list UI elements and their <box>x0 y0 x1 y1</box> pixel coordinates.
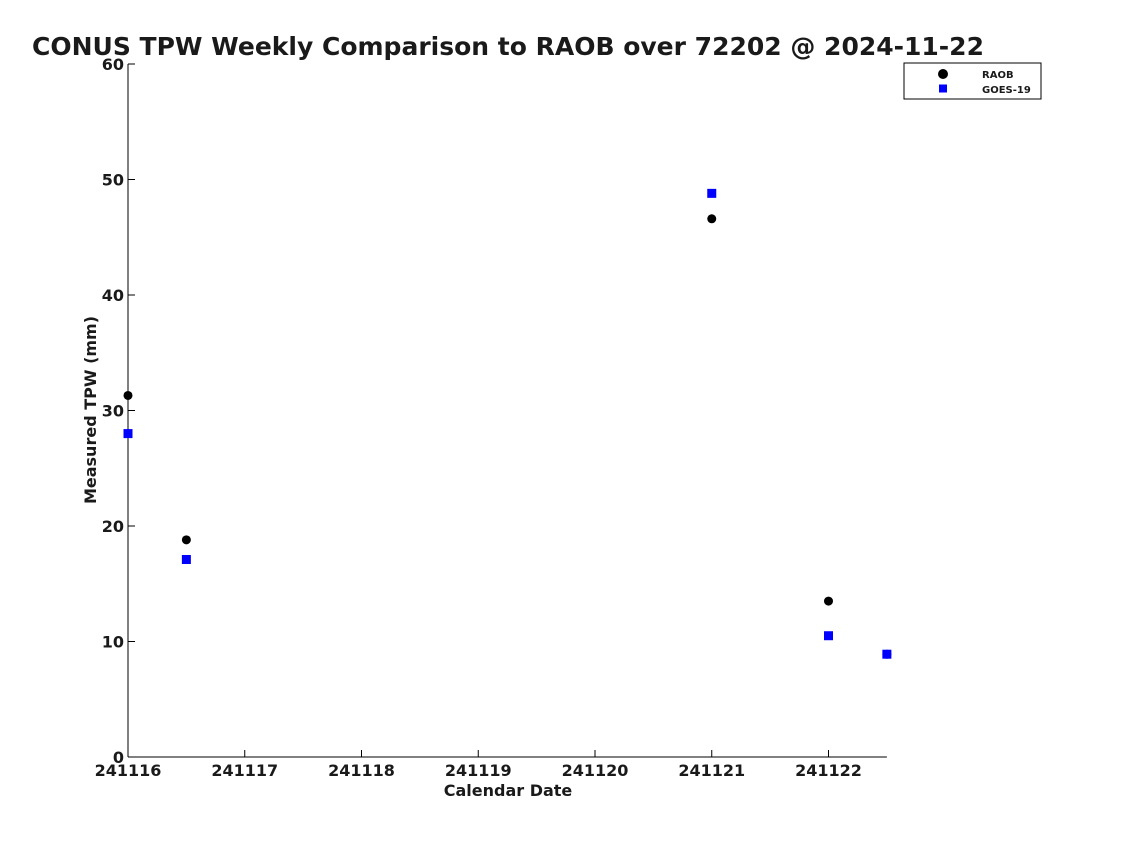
legend-box <box>903 62 1042 100</box>
y-tick-label: 30 <box>102 402 124 421</box>
goes-19-point <box>882 649 892 659</box>
y-tick-label: 20 <box>102 517 124 536</box>
raob-point <box>707 214 717 224</box>
x-tick-label: 241118 <box>328 761 395 780</box>
x-tick-label: 241121 <box>678 761 745 780</box>
goes-19-point <box>707 188 717 198</box>
x-tick-label: 241117 <box>211 761 278 780</box>
raob-point <box>181 535 191 545</box>
raob-point <box>824 596 833 606</box>
legend-raob-label: RAOB <box>982 70 1014 81</box>
x-tick-label: 241120 <box>562 761 629 780</box>
legend: RAOB GOES-19 <box>903 62 1042 100</box>
y-axis-label: Measured TPW (mm) <box>81 316 100 504</box>
x-tick-label: 241116 <box>95 761 162 780</box>
goes-19-point <box>181 554 191 564</box>
y-tick-label: 60 <box>102 55 124 74</box>
goes-19-point <box>824 631 833 641</box>
x-axis-label: Calendar Date <box>444 781 573 800</box>
chart-title: CONUS TPW Weekly Comparison to RAOB over… <box>32 32 984 61</box>
goes-19-point <box>123 429 133 439</box>
y-tick-label: 50 <box>102 171 124 190</box>
legend-raob-marker <box>938 69 948 79</box>
x-tick-label: 241122 <box>795 761 862 780</box>
legend-goes-label: GOES-19 <box>982 85 1031 96</box>
data-marks <box>123 188 892 659</box>
y-tick-label: 40 <box>102 286 124 305</box>
x-tick-label: 241119 <box>445 761 512 780</box>
raob-point <box>123 390 133 400</box>
axes: 0 10 20 30 40 50 60 241116 241117 241118 241119 241… <box>95 55 887 780</box>
legend-goes-marker <box>939 84 947 93</box>
y-tick-label: 10 <box>102 633 124 652</box>
y-tick-label: 0 <box>113 748 124 767</box>
